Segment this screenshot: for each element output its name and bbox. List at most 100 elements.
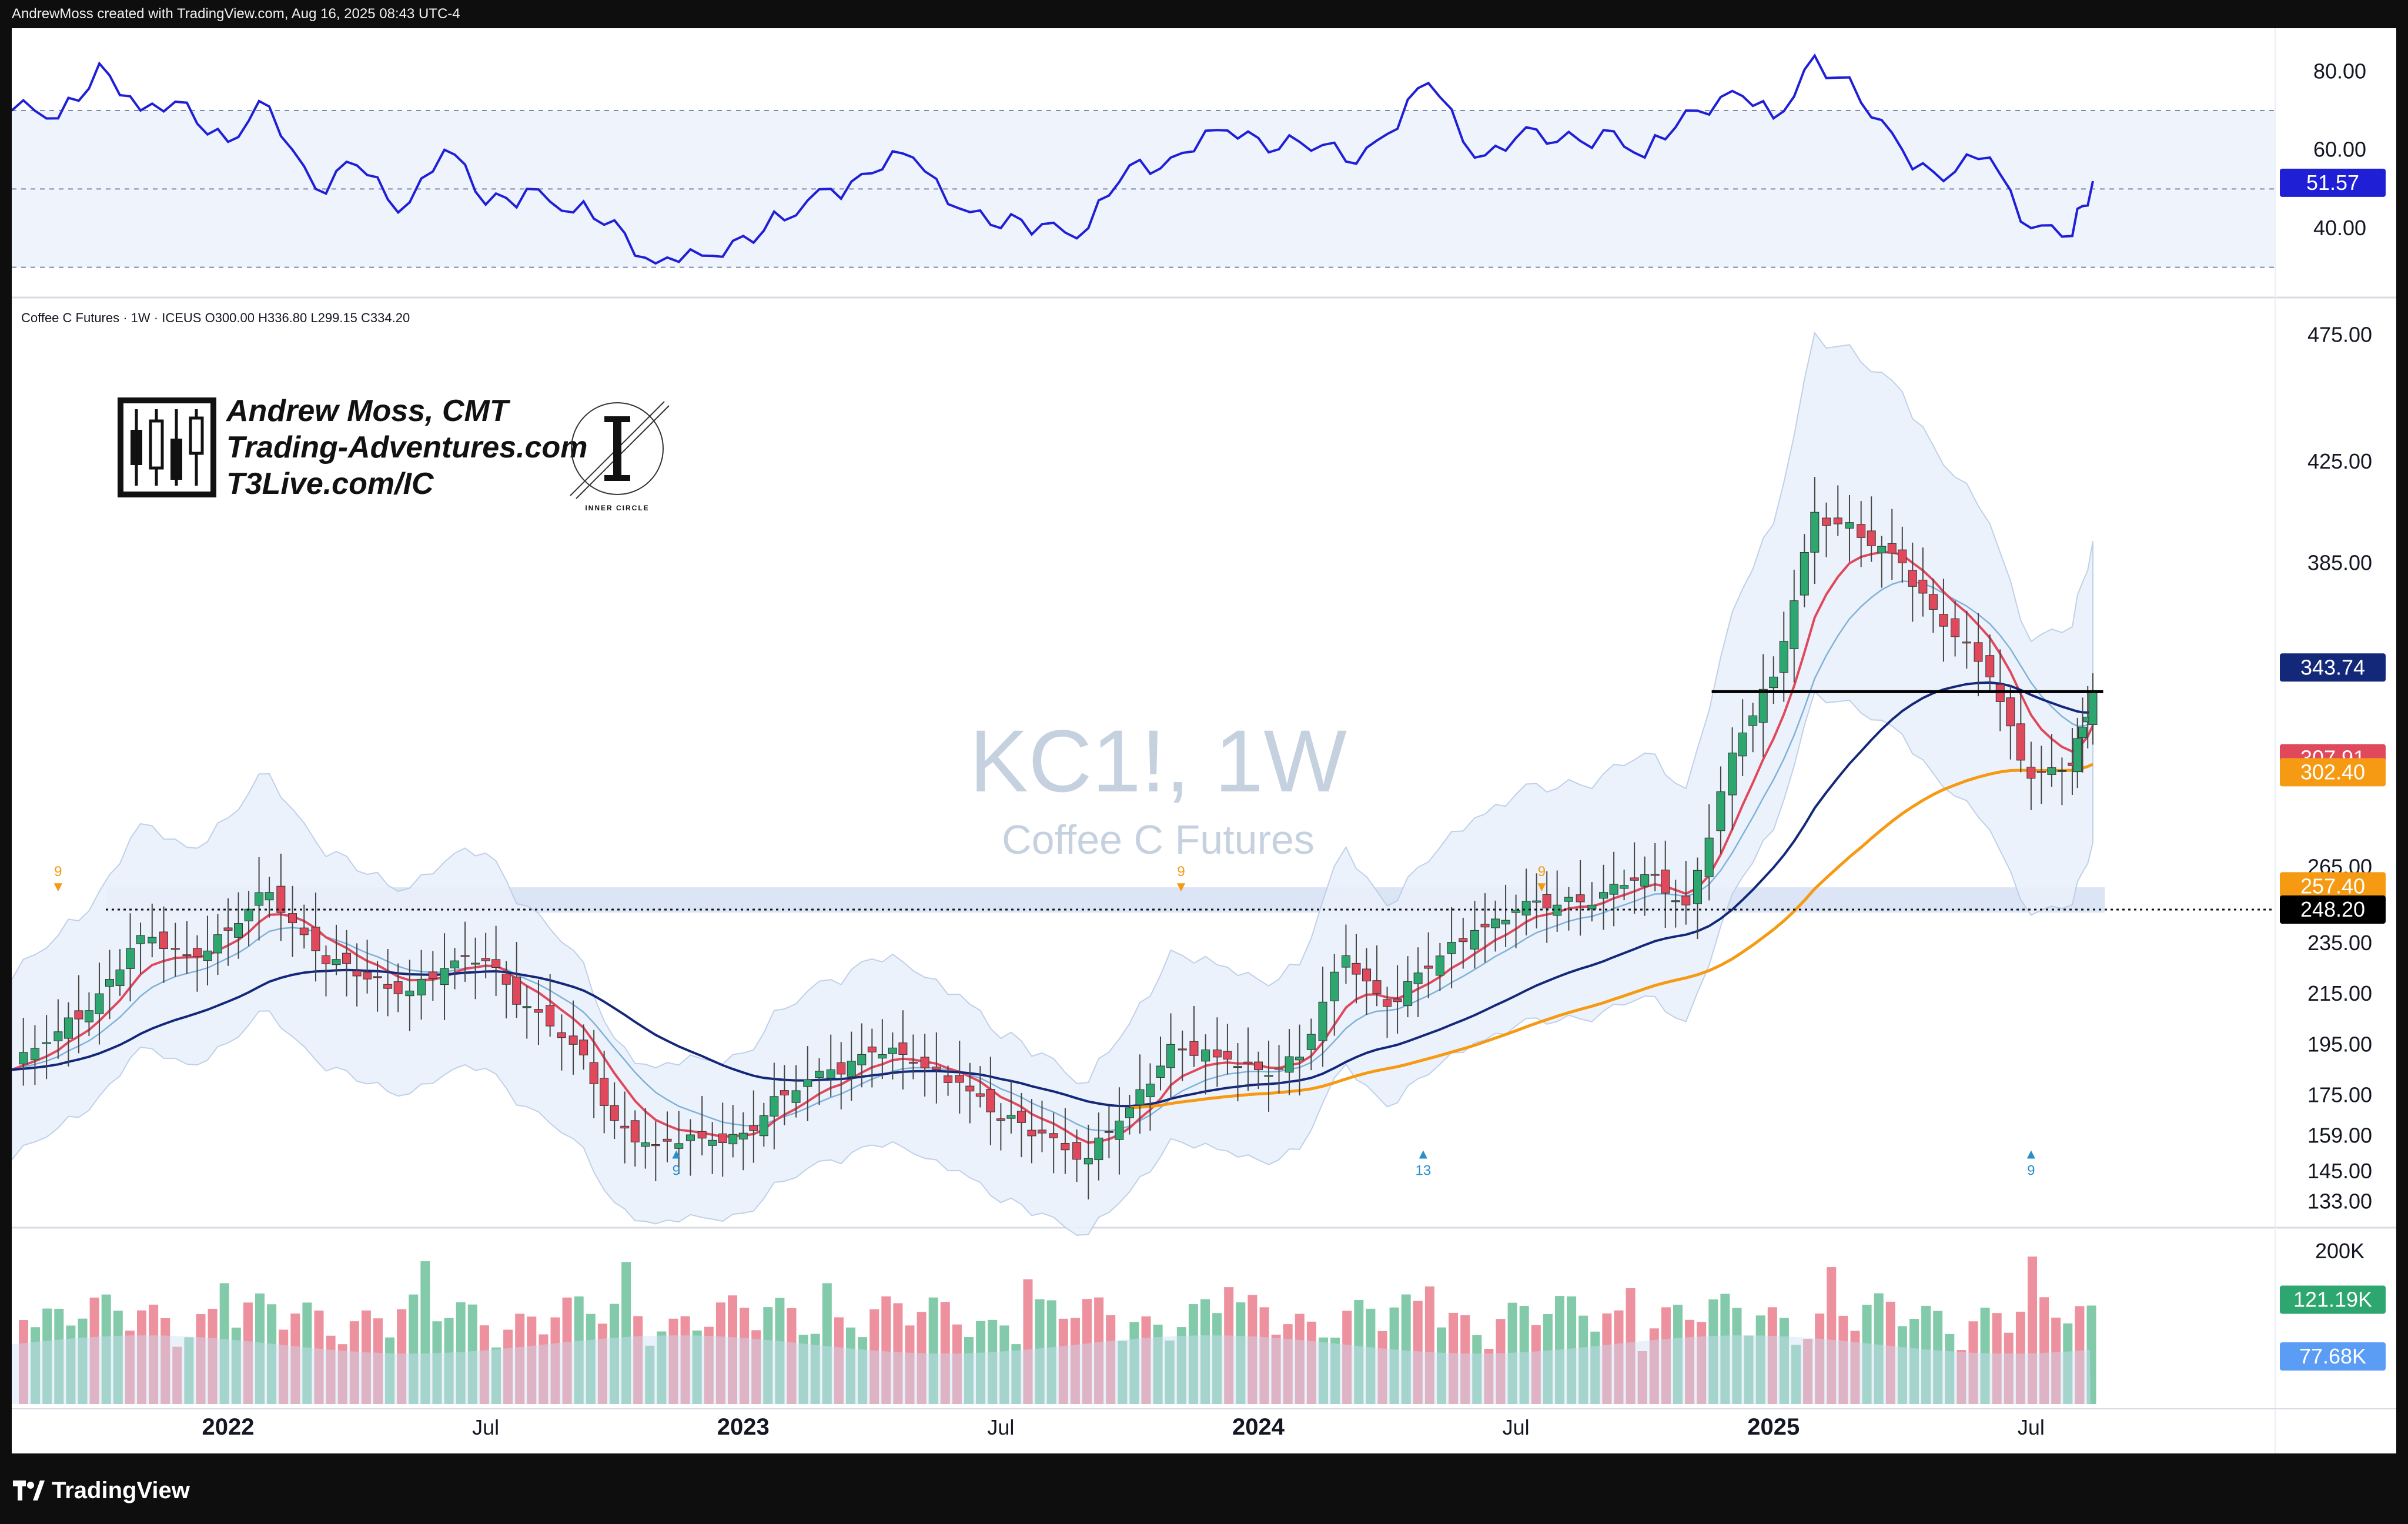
candle-body	[1330, 971, 1339, 1001]
volume-bar	[196, 1314, 206, 1404]
candle-body	[1372, 980, 1382, 994]
volume-panel	[12, 1256, 2096, 1404]
candle-body	[1491, 918, 1500, 928]
volume-bar	[2086, 1305, 2096, 1404]
volume-bar	[137, 1310, 146, 1404]
candle-body	[697, 1131, 707, 1139]
volume-bar	[1259, 1307, 1269, 1404]
candle-body	[1928, 594, 1938, 610]
branding-line3: T3Live.com/IC	[226, 467, 434, 501]
time-tick-label: 2023	[717, 1414, 770, 1440]
td-count-arrow-icon: ▼	[1535, 879, 1549, 895]
candle-body	[244, 908, 253, 921]
volume-bar	[1070, 1318, 1080, 1404]
volume-bar	[290, 1314, 300, 1404]
volume-bar	[467, 1304, 477, 1404]
volume-bar	[2039, 1297, 2049, 1404]
volume-bar	[1176, 1327, 1186, 1404]
candle-body	[1061, 1142, 1070, 1151]
candle-body	[1435, 955, 1444, 976]
candle-body	[1887, 543, 1897, 554]
volume-bar	[1921, 1305, 1931, 1404]
volume-bar	[361, 1310, 371, 1404]
candle-body	[1383, 999, 1392, 1007]
candle-body	[718, 1133, 727, 1144]
candle-body	[1511, 910, 1521, 913]
volume-bar	[775, 1298, 785, 1404]
candle-body	[2073, 738, 2082, 773]
candle-body	[749, 1125, 758, 1131]
candle-body	[1480, 924, 1490, 928]
candle-body	[105, 979, 114, 987]
volume-bar	[1968, 1321, 1978, 1404]
volume-bar	[1531, 1325, 1541, 1404]
candle-body	[1908, 570, 1917, 587]
volume-bar	[479, 1325, 489, 1404]
candle-body	[450, 960, 460, 968]
volume-last-value: 121.19K	[2293, 1287, 2372, 1311]
inner-circle-seal: INNER CIRCLE	[564, 393, 670, 516]
volume-bar	[869, 1309, 879, 1404]
candle-body	[288, 913, 297, 924]
volume-bar	[1897, 1326, 1907, 1404]
volume-bar	[621, 1262, 631, 1404]
candle-body	[888, 1047, 897, 1054]
td-count-label: 9	[1538, 864, 1546, 880]
volume-bar	[1519, 1306, 1529, 1404]
rsi-tick-label: 80.00	[2313, 59, 2366, 83]
candle-body	[501, 974, 511, 985]
branding-text: Andrew Moss, CMT Trading-Adventures.com …	[226, 393, 587, 502]
volume-bar	[999, 1325, 1009, 1404]
volume-bar	[846, 1327, 855, 1404]
ma-50-line	[11, 681, 2093, 1108]
volume-bar	[704, 1326, 714, 1404]
volume-bar	[550, 1317, 560, 1404]
volume-bar	[2051, 1317, 2061, 1404]
volume-bar	[858, 1337, 868, 1404]
candle-body	[965, 1085, 975, 1092]
volume-bar	[668, 1318, 678, 1404]
volume-bar	[657, 1331, 667, 1404]
volume-bar	[385, 1337, 395, 1404]
volume-last-value-tag	[2280, 1285, 2386, 1314]
candle-body	[192, 948, 202, 957]
candle-body	[1318, 1001, 1327, 1041]
candle-body	[1135, 1089, 1145, 1105]
candle-body	[1094, 1137, 1103, 1161]
volume-bar	[1011, 1344, 1021, 1404]
candle-body	[1016, 1111, 1026, 1123]
candle-body	[63, 1017, 73, 1039]
volume-bar	[1980, 1308, 1990, 1404]
candle-body	[115, 970, 125, 986]
chart-canvas[interactable]: ▼9▲9▼9▲13▼9▲9 80.0060.0040.0051.57475.00…	[11, 28, 2396, 1453]
rsi-tick-label: 60.00	[2313, 138, 2366, 162]
volume-bar	[893, 1303, 903, 1404]
volume-bar	[1767, 1307, 1777, 1404]
volume-bar	[1342, 1311, 1352, 1404]
candle-body	[373, 976, 382, 978]
candle-body	[996, 1118, 1005, 1121]
td-count-label: 9	[1177, 864, 1185, 880]
volume-bar	[1909, 1319, 1919, 1404]
volume-bar	[539, 1334, 549, 1404]
candle-body	[170, 948, 180, 950]
candle-body	[674, 1143, 684, 1149]
volume-bar	[1424, 1286, 1434, 1404]
volume-bar	[373, 1318, 383, 1404]
candle-body	[1223, 1051, 1232, 1060]
td-count-arrow-icon: ▼	[51, 879, 65, 895]
volume-bar	[715, 1302, 725, 1404]
volume-bar	[1567, 1296, 1577, 1404]
candle-body	[311, 927, 320, 951]
price-tick-label: 145.00	[2307, 1159, 2372, 1183]
candle-body	[1521, 901, 1531, 915]
price-level-label-tag	[2280, 653, 2386, 682]
candle-body	[600, 1078, 609, 1106]
candle-body	[738, 1132, 748, 1139]
candle-body	[651, 1144, 660, 1147]
volume-bar	[349, 1321, 359, 1404]
time-tick-label: Jul	[1503, 1415, 1530, 1439]
volume-bar	[1543, 1314, 1553, 1404]
volume-bar	[787, 1308, 797, 1404]
volume-bar	[208, 1308, 218, 1404]
